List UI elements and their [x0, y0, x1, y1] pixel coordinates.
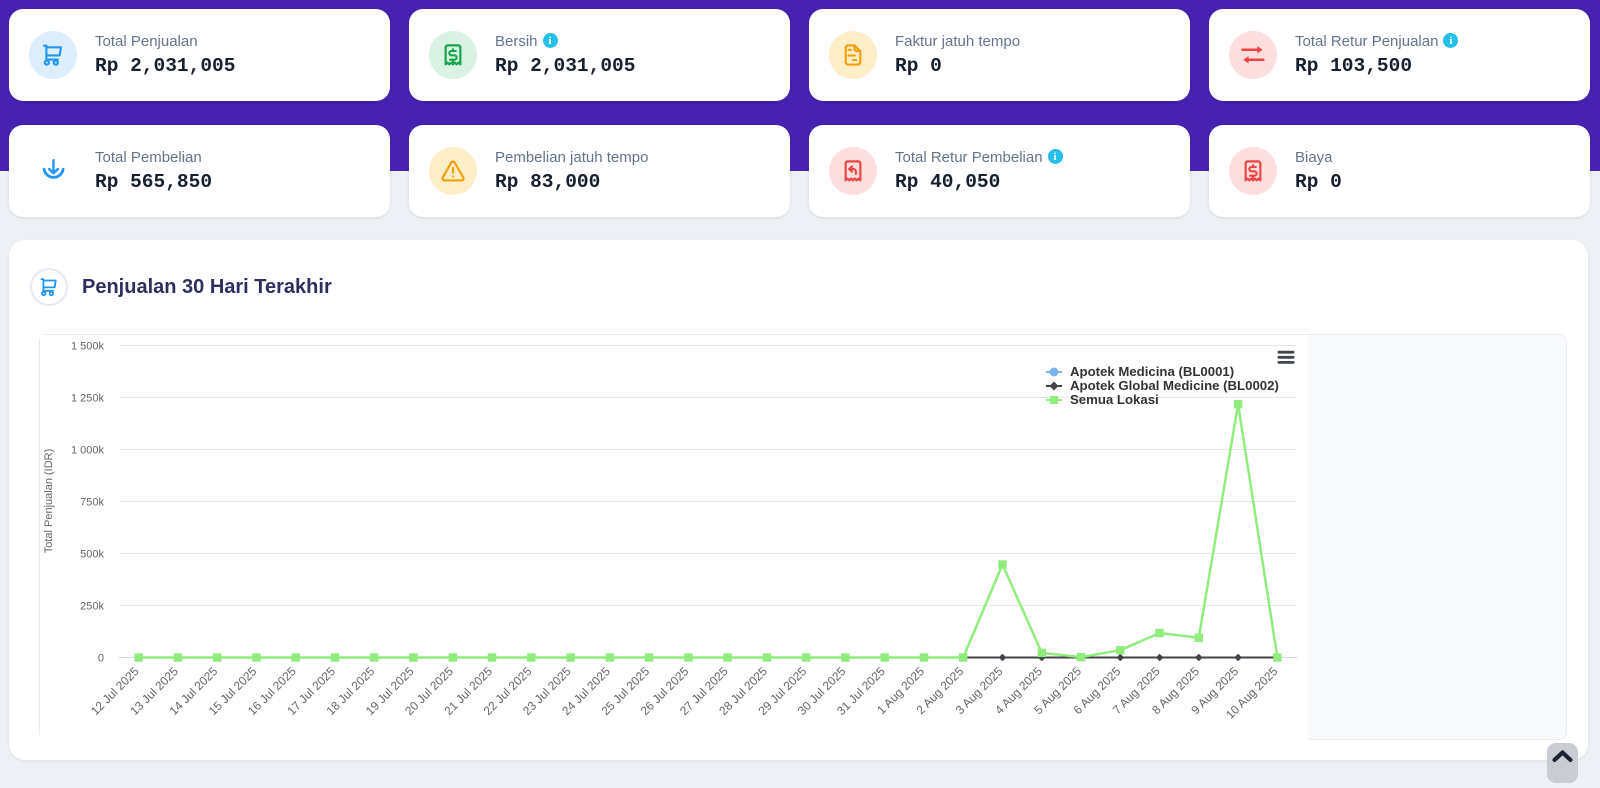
svg-text:500k: 500k [80, 549, 104, 561]
svg-text:Apotek Medicina (BL0001): Apotek Medicina (BL0001) [1070, 364, 1234, 379]
svg-text:1 500k: 1 500k [71, 341, 105, 353]
svg-text:250k: 250k [80, 601, 104, 613]
svg-text:1 250k: 1 250k [71, 393, 105, 405]
svg-text:Semua Lokasi: Semua Lokasi [1070, 392, 1159, 407]
svg-text:Total Penjualan (IDR): Total Penjualan (IDR) [43, 449, 55, 554]
svg-text:0: 0 [98, 653, 104, 665]
svg-text:1 000k: 1 000k [71, 445, 105, 457]
svg-text:Apotek Global Medicine (BL0002: Apotek Global Medicine (BL0002) [1070, 378, 1279, 393]
svg-text:750k: 750k [80, 497, 104, 509]
